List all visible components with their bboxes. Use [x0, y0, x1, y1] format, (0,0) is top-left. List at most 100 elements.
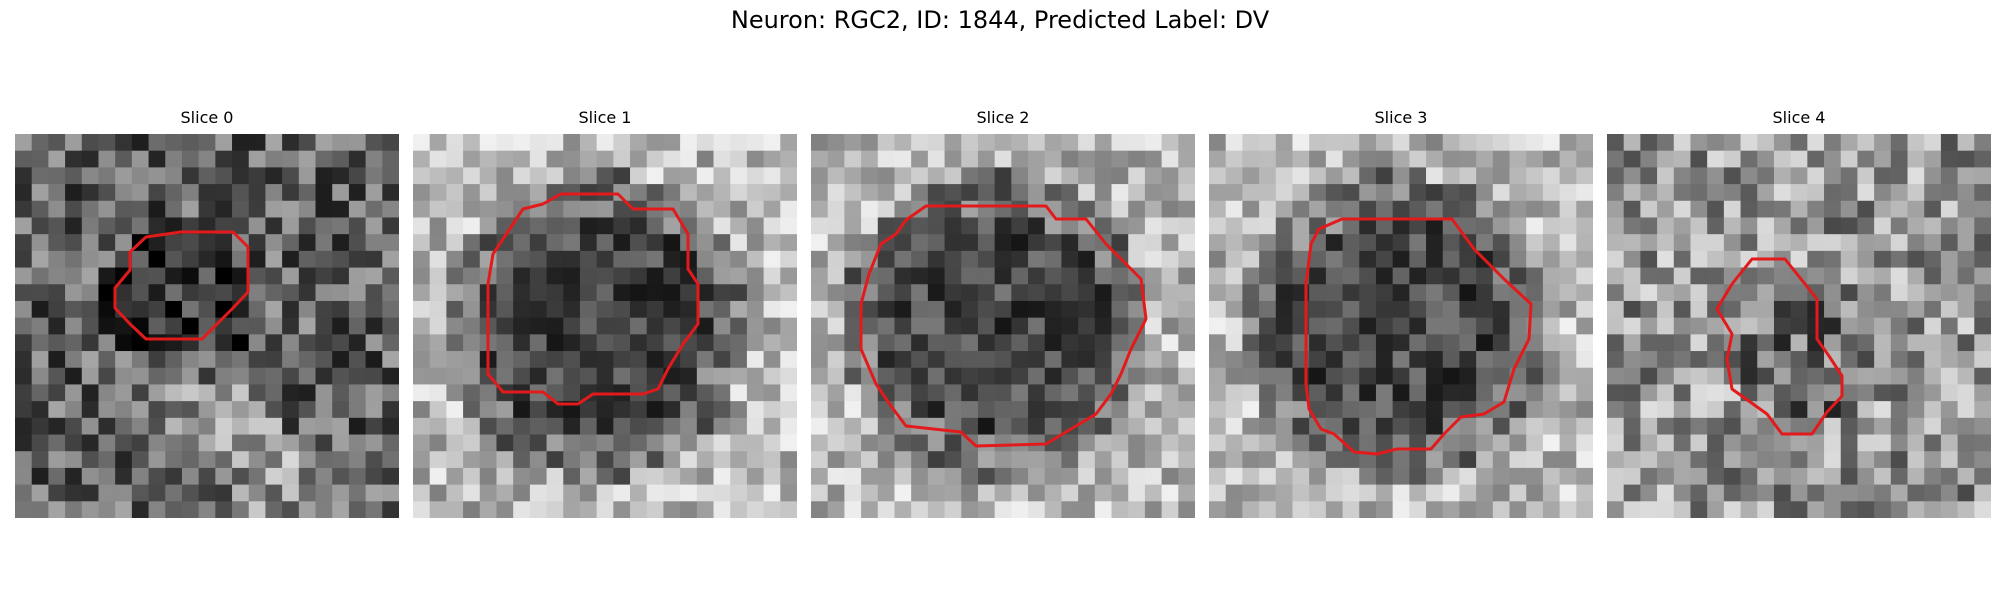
- pixel: [1011, 501, 1028, 518]
- pixel: [1112, 268, 1129, 285]
- pixel: [978, 201, 995, 218]
- pixel: [1640, 284, 1657, 301]
- pixel: [911, 217, 928, 234]
- pixel: [1409, 251, 1426, 268]
- pixel: [1028, 151, 1045, 168]
- pixel: [65, 318, 82, 335]
- pixel: [1309, 368, 1326, 385]
- pixel: [48, 217, 65, 234]
- pixel: [894, 184, 911, 201]
- pixel: [1078, 368, 1095, 385]
- pixel: [995, 301, 1012, 318]
- pixel: [995, 151, 1012, 168]
- pixel: [1640, 268, 1657, 285]
- pixel: [1543, 201, 1560, 218]
- pixel: [894, 384, 911, 401]
- pixel: [1011, 401, 1028, 418]
- pixel: [780, 234, 797, 251]
- pixel: [1276, 201, 1293, 218]
- pixel: [961, 435, 978, 452]
- pixel: [714, 217, 731, 234]
- pixel: [828, 468, 845, 485]
- pixel: [1526, 167, 1543, 184]
- pixel: [1974, 451, 1991, 468]
- pixel: [15, 351, 32, 368]
- pixel: [1807, 451, 1824, 468]
- pixel: [1028, 368, 1045, 385]
- pixel: [878, 451, 895, 468]
- pixel: [1242, 334, 1259, 351]
- pixel: [1028, 251, 1045, 268]
- pixel: [844, 201, 861, 218]
- pixel: [1807, 368, 1824, 385]
- pixel: [1162, 318, 1179, 335]
- pixel: [1974, 368, 1991, 385]
- pixel: [1724, 234, 1741, 251]
- pixel: [730, 368, 747, 385]
- pixel: [1958, 418, 1975, 435]
- pixel: [844, 268, 861, 285]
- pixel: [165, 401, 182, 418]
- pixel: [1576, 318, 1593, 335]
- pixel: [265, 284, 282, 301]
- pixel: [1459, 151, 1476, 168]
- pixel: [747, 401, 764, 418]
- pixel: [1690, 501, 1707, 518]
- pixel: [1941, 301, 1958, 318]
- pixel: [1974, 418, 1991, 435]
- pixel: [1178, 301, 1195, 318]
- pixel: [680, 501, 697, 518]
- pixel: [199, 234, 216, 251]
- pixel: [82, 167, 99, 184]
- pixel: [1145, 217, 1162, 234]
- pixel: [249, 251, 266, 268]
- pixel: [265, 134, 282, 151]
- pixel: [1493, 134, 1510, 151]
- pixel: [1560, 468, 1577, 485]
- pixel: [697, 384, 714, 401]
- pixel: [1774, 167, 1791, 184]
- pixel: [1874, 217, 1891, 234]
- pixel: [1841, 201, 1858, 218]
- pixel: [115, 451, 132, 468]
- pixel: [613, 368, 630, 385]
- pixel: [32, 201, 49, 218]
- pixel: [630, 251, 647, 268]
- pixel: [232, 485, 249, 502]
- pixel: [861, 184, 878, 201]
- pixel: [1824, 217, 1841, 234]
- pixel: [861, 384, 878, 401]
- pixel: [1543, 234, 1560, 251]
- pixel: [1891, 501, 1908, 518]
- pixel: [332, 234, 349, 251]
- pixel: [1690, 451, 1707, 468]
- pixel: [1674, 418, 1691, 435]
- pixel: [463, 201, 480, 218]
- pixel: [1958, 201, 1975, 218]
- pixel: [299, 251, 316, 268]
- pixel: [249, 167, 266, 184]
- pixel: [199, 284, 216, 301]
- pixel: [978, 301, 995, 318]
- pixel: [730, 234, 747, 251]
- pixel: [1459, 318, 1476, 335]
- pixel: [1162, 217, 1179, 234]
- pixel: [1209, 284, 1226, 301]
- pixel: [32, 167, 49, 184]
- pixel: [430, 351, 447, 368]
- pixel: [1209, 184, 1226, 201]
- pixel: [995, 435, 1012, 452]
- pixel: [911, 151, 928, 168]
- pixel: [1560, 151, 1577, 168]
- pixel: [1162, 468, 1179, 485]
- pixel: [844, 501, 861, 518]
- pixel: [1226, 167, 1243, 184]
- slice-image-2: [811, 134, 1195, 518]
- pixel: [630, 217, 647, 234]
- pixel: [1061, 468, 1078, 485]
- pixel: [828, 418, 845, 435]
- pixel: [764, 318, 781, 335]
- pixel: [1891, 301, 1908, 318]
- pixel: [232, 151, 249, 168]
- pixel: [1045, 401, 1062, 418]
